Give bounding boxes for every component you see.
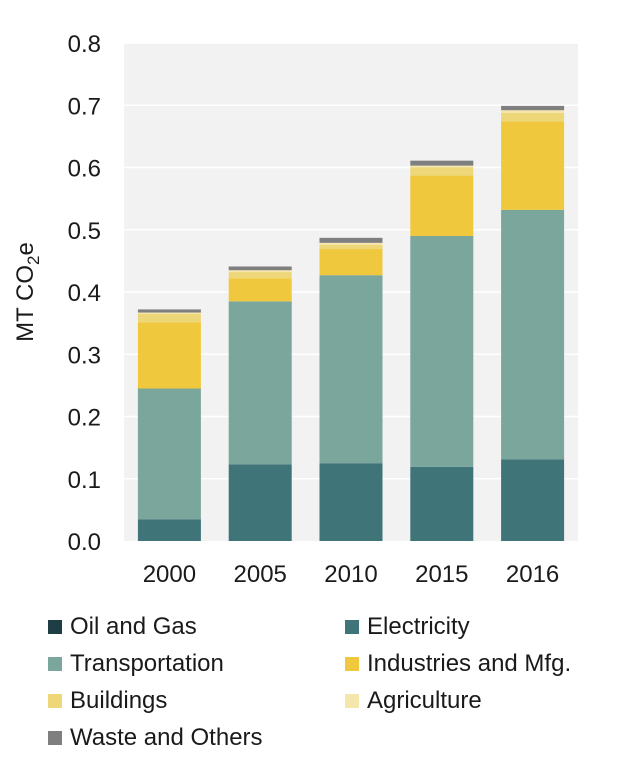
legend-swatch <box>48 620 62 634</box>
legend-item: Transportation <box>48 649 345 679</box>
bar-segment-buildings-2010 <box>319 244 383 250</box>
legend-item: Waste and Others <box>48 723 345 753</box>
legend-item: Buildings <box>48 686 345 716</box>
legend-item: Agriculture <box>345 686 628 716</box>
bar-segment-industries-and-mfg-2010 <box>319 249 383 276</box>
bar-segment-buildings-2000 <box>137 313 201 323</box>
legend-label: Buildings <box>70 687 168 714</box>
bar-segment-transportation-2000 <box>137 388 201 520</box>
bar-segment-waste-and-others-2016 <box>501 105 565 111</box>
bar-segment-waste-and-others-2005 <box>228 266 292 271</box>
legend-label: Transportation <box>70 650 224 677</box>
y-tick-label: 0.7 <box>68 93 101 120</box>
bar-segment-industries-and-mfg-2015 <box>410 175 474 236</box>
x-tick-label: 2000 <box>143 561 196 588</box>
y-axis-label: MT CO2e <box>12 242 43 342</box>
bar-segment-electricity-2016 <box>501 459 565 541</box>
bar-segment-buildings-2005 <box>228 272 292 279</box>
bar-segment-agriculture-2000 <box>137 312 201 314</box>
legend-item: Oil and Gas <box>48 612 345 642</box>
legend-swatch <box>48 657 62 671</box>
y-tick-label: 0.1 <box>68 467 101 494</box>
bar-segment-industries-and-mfg-2000 <box>137 322 201 389</box>
bar-segment-industries-and-mfg-2016 <box>501 121 565 210</box>
bar-segment-waste-and-others-2010 <box>319 237 383 243</box>
y-tick-labels: 0.0 0.1 0.2 0.3 0.4 0.5 0.6 0.7 0.8 <box>68 31 101 556</box>
y-tick-label: 0.4 <box>68 280 101 307</box>
bar-segment-electricity-2005 <box>228 464 292 541</box>
legend: Oil and Gas Electricity Transportation Indu… <box>48 612 628 753</box>
bar-segment-electricity-2015 <box>410 466 474 541</box>
x-tick-label: 2016 <box>506 561 559 588</box>
x-tick-labels: 2000 2005 2010 2015 2016 <box>143 561 560 588</box>
bar-segment-waste-and-others-2015 <box>410 160 474 166</box>
legend-label: Waste and Others <box>70 724 263 751</box>
x-tick-label: 2015 <box>415 561 468 588</box>
legend-swatch <box>48 694 62 708</box>
legend-label: Industries and Mfg. <box>367 650 572 677</box>
legend-label: Agriculture <box>367 687 482 714</box>
bar-segment-transportation-2005 <box>228 301 292 465</box>
bar-segment-industries-and-mfg-2005 <box>228 278 292 302</box>
bar-segment-transportation-2010 <box>319 275 383 464</box>
bar-segment-agriculture-2005 <box>228 270 292 273</box>
bar-segment-agriculture-2010 <box>319 242 383 245</box>
y-tick-label: 0.5 <box>68 218 101 245</box>
y-tick-label: 0.6 <box>68 156 101 183</box>
bar-segment-waste-and-others-2000 <box>137 309 201 313</box>
y-tick-label: 0.2 <box>68 405 101 432</box>
legend-swatch <box>345 657 359 671</box>
legend-label: Oil and Gas <box>70 613 197 640</box>
bar-segment-buildings-2015 <box>410 167 474 176</box>
y-tick-label: 0.0 <box>68 529 101 556</box>
y-tick-label: 0.8 <box>68 31 101 58</box>
bar-segment-transportation-2016 <box>501 209 565 460</box>
legend-swatch <box>48 731 62 745</box>
legend-swatch <box>345 620 359 634</box>
x-tick-label: 2010 <box>324 561 377 588</box>
legend-label: Electricity <box>367 613 470 640</box>
legend-item: Industries and Mfg. <box>345 649 628 679</box>
bar-segment-buildings-2016 <box>501 112 565 122</box>
bar-segment-electricity-2010 <box>319 463 383 541</box>
legend-swatch <box>345 694 359 708</box>
bar-segment-agriculture-2016 <box>501 110 565 113</box>
bar-segment-transportation-2015 <box>410 235 474 467</box>
bar-segment-agriculture-2015 <box>410 165 474 168</box>
bars <box>137 105 565 541</box>
y-tick-label: 0.3 <box>68 342 101 369</box>
stacked-bar-chart: 0.0 0.1 0.2 0.3 0.4 0.5 0.6 0.7 0.8 2000 2005 2010… <box>12 31 578 588</box>
bar-segment-electricity-2000 <box>137 519 201 541</box>
x-tick-label: 2005 <box>234 561 287 588</box>
legend-item: Electricity <box>345 612 628 642</box>
